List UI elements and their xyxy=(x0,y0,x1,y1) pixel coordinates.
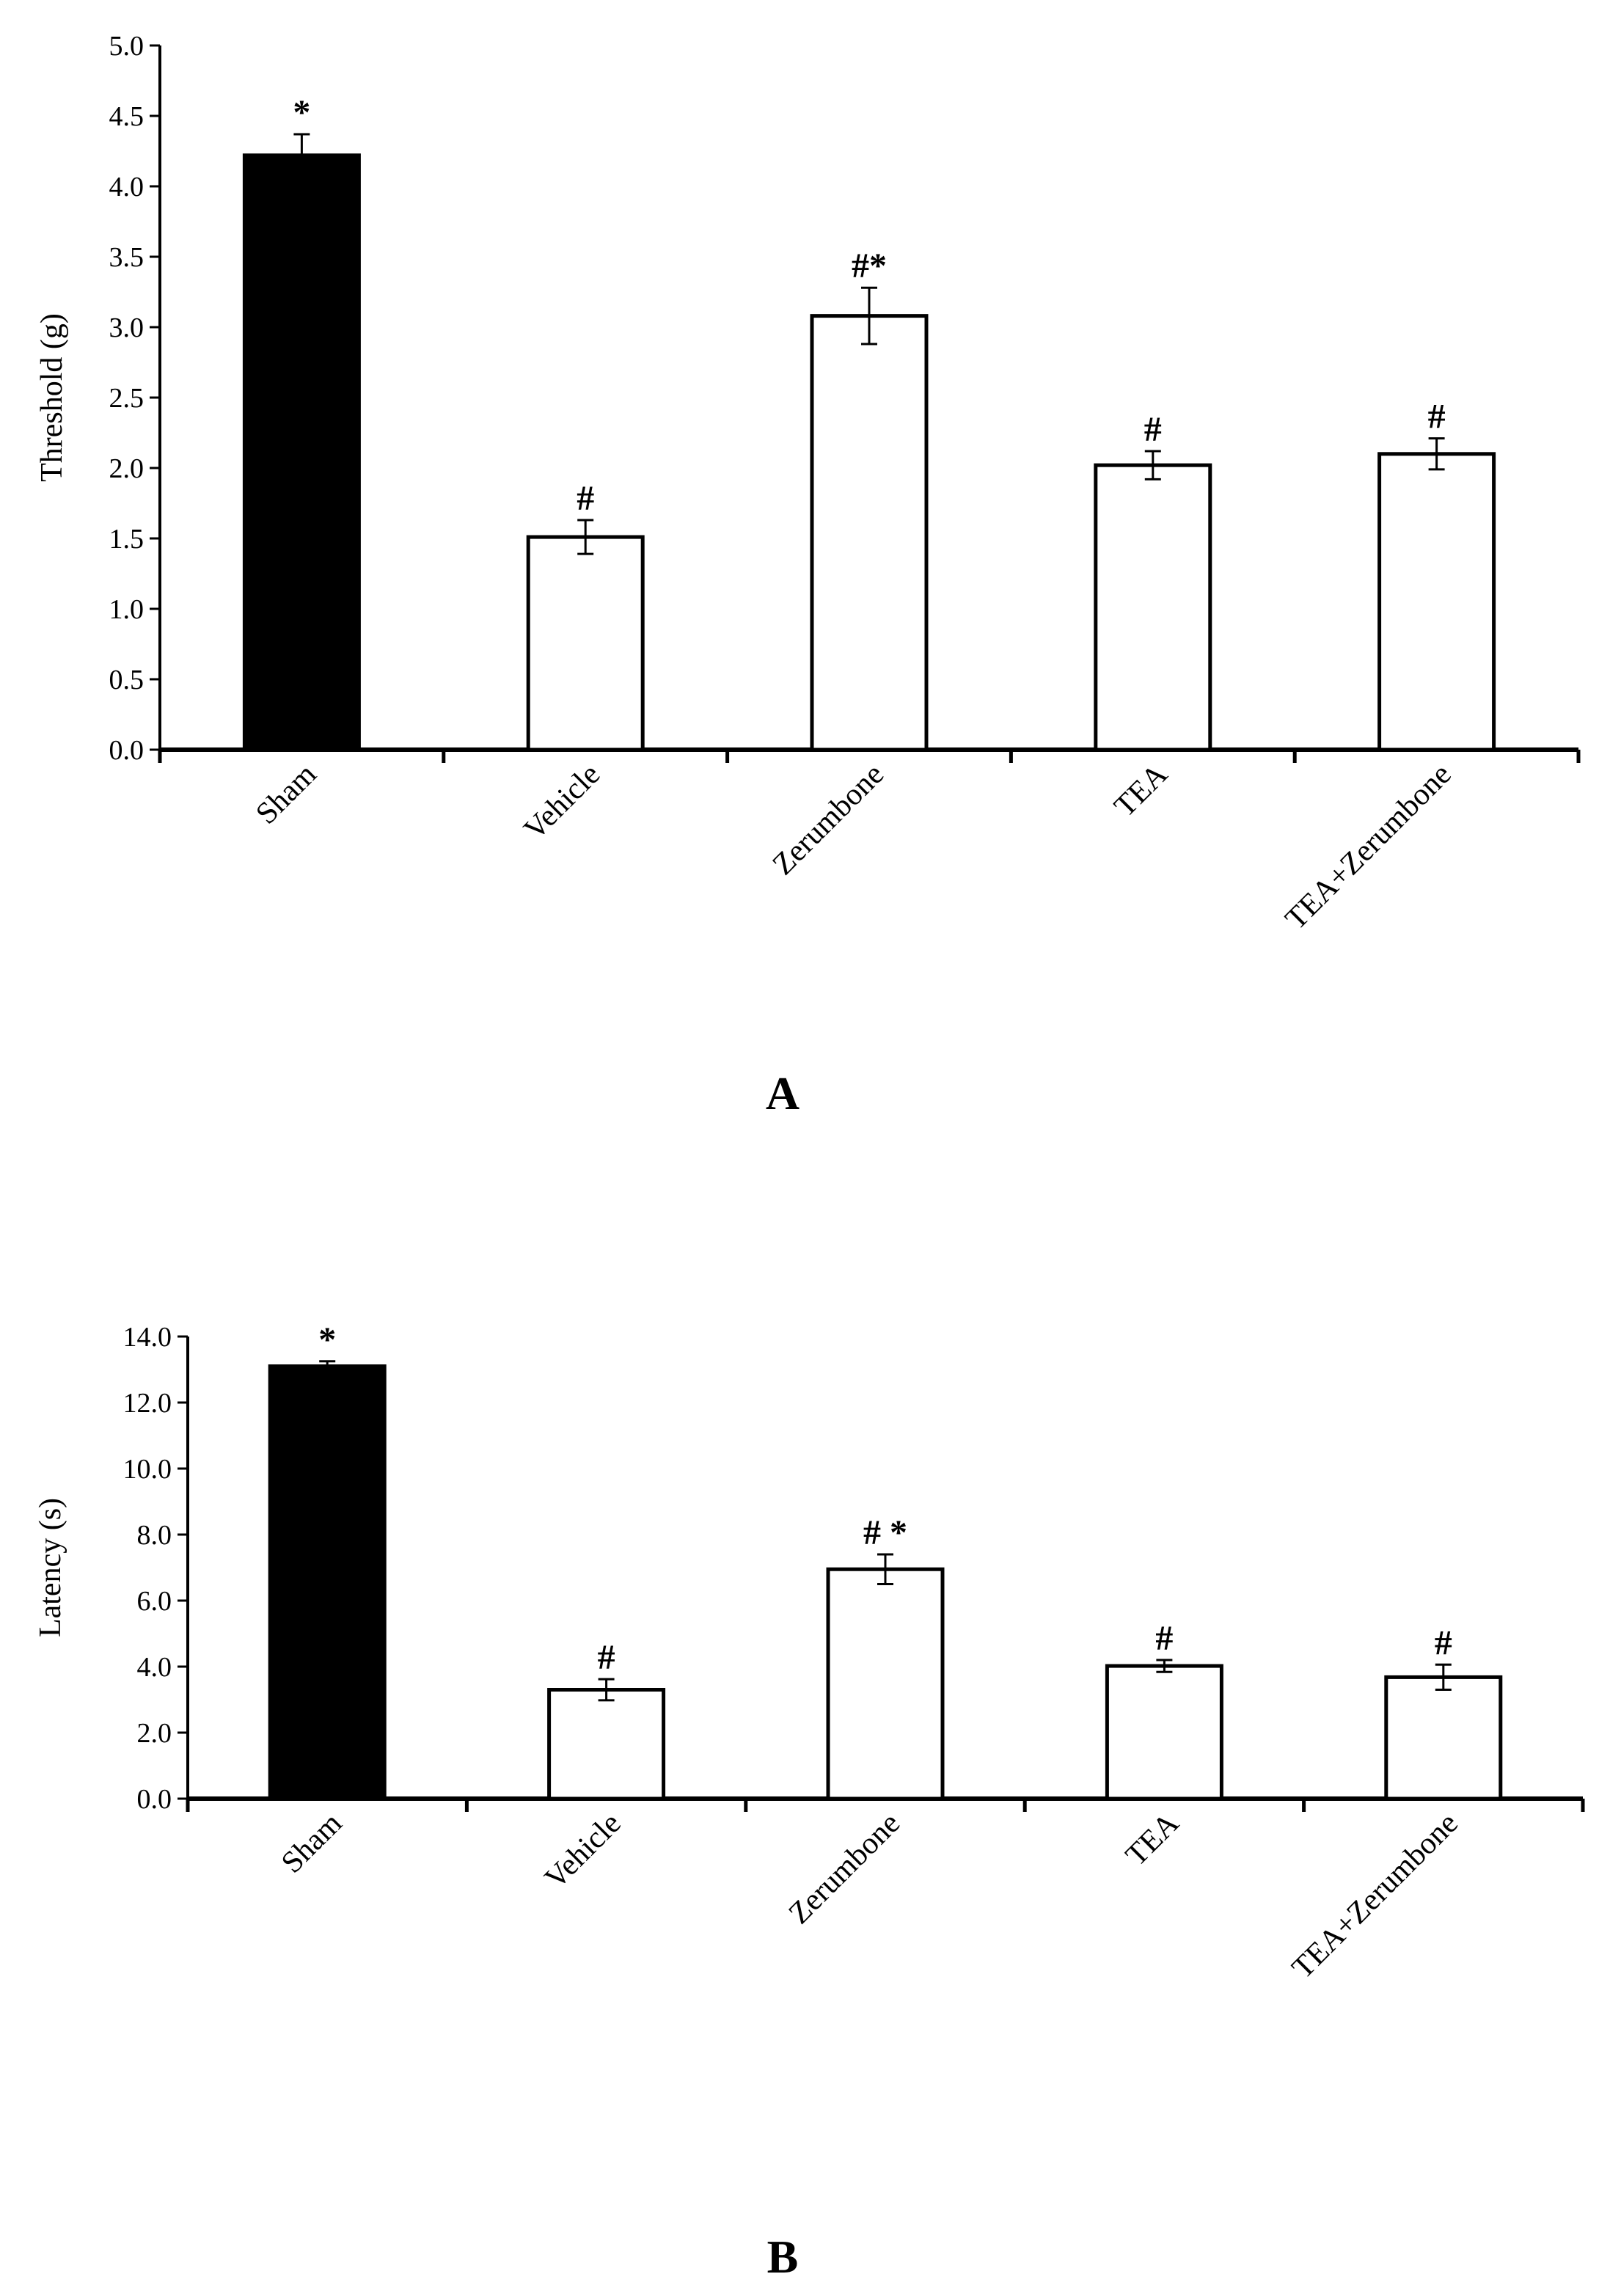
a-significance-marker: #* xyxy=(852,246,887,285)
a-category-label: Sham xyxy=(249,757,323,830)
a-bar-tea-zerumbone xyxy=(1377,452,1496,752)
a-bar-vehicle xyxy=(526,535,645,752)
b-y-tick-label: 12.0 xyxy=(123,1388,172,1419)
b-y-tick-label: 10.0 xyxy=(123,1454,172,1485)
a-y-tick-label: 4.0 xyxy=(109,172,144,202)
a-category-label: Vehicle xyxy=(518,758,607,847)
a-y-tick-label: 2.0 xyxy=(109,453,144,484)
a-significance-marker: * xyxy=(293,93,310,132)
b-y-tick-label: 2.0 xyxy=(137,1718,172,1749)
a-bar-tea xyxy=(1094,463,1212,752)
b-significance-marker: * xyxy=(318,1320,336,1359)
a-significance-marker: # xyxy=(1144,410,1162,449)
a-bar-sham xyxy=(242,153,361,752)
b-bar-zerumbone xyxy=(826,1567,945,1801)
chart-a-threshold: 0.0 0.5 1.0 1.5 2.0 2.5 3.0 3.5 4.0 4.5 5.0 Thresho… xyxy=(35,31,1581,937)
b-bar-tea-zerumbone xyxy=(1384,1675,1503,1801)
a-y-tick-label: 3.0 xyxy=(109,312,144,343)
a-y-tick-label: 1.0 xyxy=(109,594,144,625)
chart-b-latency: 0.0 2.0 4.0 6.0 8.0 10.0 12.0 14.0 Latency (s) * S… xyxy=(34,1320,1585,1986)
panel-label-a: A xyxy=(766,1067,799,1119)
b-significance-marker: # xyxy=(598,1638,615,1677)
a-y-tick-label: 3.5 xyxy=(109,242,144,273)
a-y-tick-label: 2.5 xyxy=(109,383,144,414)
b-category-label: Zerumbone xyxy=(783,1807,907,1931)
a-y-tick-label: 1.5 xyxy=(109,524,144,555)
a-significance-marker: # xyxy=(577,479,594,518)
a-y-tick-label: 0.5 xyxy=(109,665,144,695)
panel-label-b: B xyxy=(767,2231,799,2283)
b-bar-tea xyxy=(1105,1664,1223,1801)
a-category-label: Zerumbone xyxy=(766,758,890,882)
b-significance-marker: # * xyxy=(863,1513,907,1552)
a-bar-zerumbone xyxy=(810,314,929,752)
b-y-tick-label: 8.0 xyxy=(137,1520,172,1551)
b-category-label: TEA+Zerumbone xyxy=(1286,1807,1465,1986)
b-category-label: Sham xyxy=(275,1806,348,1879)
a-y-tick-label: 0.0 xyxy=(109,735,144,766)
a-category-label: TEA xyxy=(1108,757,1175,824)
b-bar-sham xyxy=(268,1364,387,1801)
b-category-label: TEA xyxy=(1119,1806,1186,1873)
b-y-tick-label: 6.0 xyxy=(137,1586,172,1617)
b-category-label: Vehicle xyxy=(538,1807,628,1896)
a-y-axis-title: Threshold (g) xyxy=(35,313,69,482)
a-y-tick-label: 4.5 xyxy=(109,101,144,132)
a-category-label: TEA+Zerumbone xyxy=(1279,758,1458,937)
a-significance-marker: # xyxy=(1428,398,1446,436)
b-significance-marker: # xyxy=(1435,1623,1452,1662)
b-significance-marker: # xyxy=(1155,1619,1173,1658)
a-y-tick-label: 5.0 xyxy=(109,31,144,62)
b-y-tick-label: 4.0 xyxy=(137,1652,172,1683)
b-y-tick-label: 14.0 xyxy=(123,1322,172,1353)
b-y-axis-title: Latency (s) xyxy=(34,1498,67,1637)
b-bar-vehicle xyxy=(547,1688,666,1801)
b-y-tick-label: 0.0 xyxy=(137,1784,172,1815)
